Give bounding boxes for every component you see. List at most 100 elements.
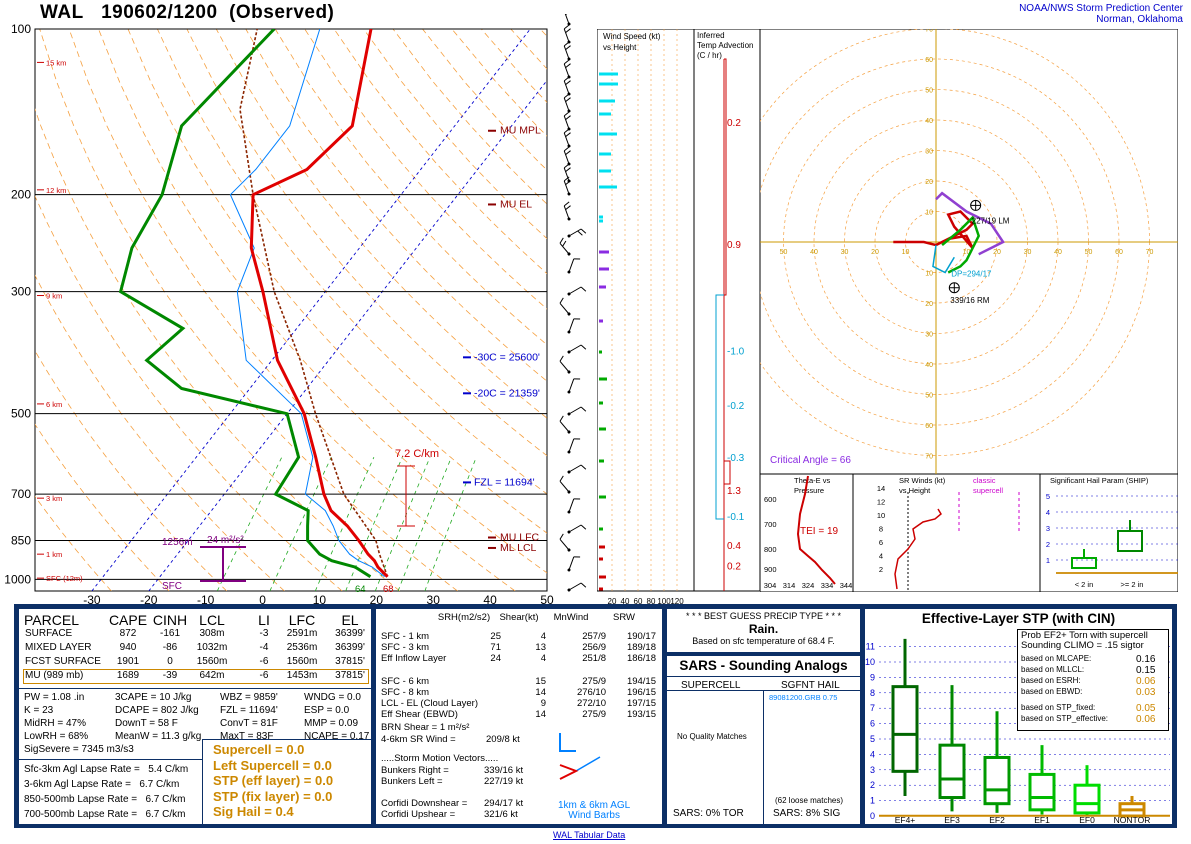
hodograph-cyan (932, 244, 955, 274)
lapse-rate-value: 850-500mb Lapse Rate = 6.7 C/km (24, 794, 186, 805)
barb-dot (567, 470, 571, 474)
parcel-table: PARCEL CAPE CINH LCL LI LFC EL SURFACE 872 -161 3… (23, 612, 369, 686)
dry-adiabat (35, 350, 227, 591)
wind-barb (567, 498, 581, 514)
kinematics-mnwind: 276/10 (576, 687, 606, 698)
composite-value: STP (eff layer) = 0.0 (213, 773, 334, 788)
kinematics-mnwind: 251/8 (582, 653, 606, 665)
stp-category: EF3 (944, 815, 960, 824)
stp-y-tick: 5 (870, 734, 875, 744)
kinematics-label: SFC - 3 km (381, 642, 430, 654)
temp-tick-label: 10 (313, 593, 327, 606)
wind-speed-bar (599, 377, 607, 381)
wind-speed-bar (599, 250, 609, 254)
index-value: WNDG = 0.0 (304, 692, 361, 703)
mini-barbs-caption-1: 1km & 6km AGL (558, 800, 631, 811)
motion-label: Corfidi Upshear = (381, 809, 456, 820)
barb-dot (567, 450, 571, 454)
hodograph-x-tick: 70 (1146, 249, 1154, 256)
stp-y-tick: 2 (870, 780, 875, 790)
stp-y-tick: 8 (870, 688, 875, 698)
mixing-ratio-line (314, 457, 375, 591)
dry-adiabat (304, 29, 547, 310)
parcel-cell: 36399' (335, 642, 365, 653)
wind-speed-frame (597, 29, 694, 592)
advection-value: -0.3 (727, 453, 745, 464)
stp-box (983, 755, 1011, 806)
stp-y-tick: 1 (870, 796, 875, 806)
sr-wind-row: 4-6km SR Wind = 209/8 kt (381, 734, 541, 745)
barb-staff (563, 63, 570, 78)
wind-speed-bar (599, 99, 615, 103)
hodograph-x-tick: 20 (993, 249, 1001, 256)
kinematics-shear: 14 (535, 709, 546, 721)
barb-staff (563, 132, 570, 147)
barb-flag (563, 146, 570, 152)
stp-based-value: 0.03 (1136, 687, 1156, 698)
wind-barb (567, 464, 587, 474)
barb-staff (568, 464, 582, 473)
sars-sig: SARS: 8% SIG (773, 808, 841, 819)
composite-params: Supercell = 0.0 Left Supercell = 0.0 STP (… (213, 742, 333, 820)
srh-depth-label: 1256m (162, 537, 193, 548)
wind-barb (567, 556, 581, 572)
kinematics-srh: 25 (490, 631, 501, 642)
barb-dot (567, 548, 571, 552)
index-value: MaxT = 83F (220, 731, 274, 742)
sr-winds-trace (894, 508, 942, 590)
hodograph-x-tick: 30 (841, 249, 849, 256)
barb-staff (563, 115, 570, 130)
barb-dot (567, 390, 571, 394)
mini-barbs-caption: 1km & 6km AGL Wind Barbs (558, 801, 630, 821)
barb-staff (563, 14, 570, 25)
theta-e-x-tick: 344 (840, 581, 853, 590)
precip-box: * * * BEST GUESS PRECIP TYPE * * * Rain.… (667, 609, 860, 652)
sr-winds-y-tick: 6 (879, 538, 883, 547)
mu-el-label: MU EL (500, 198, 532, 210)
parcel-cell: -3 (259, 628, 269, 639)
motion-title: .....Storm Motion Vectors..... (381, 753, 499, 764)
sr-wind-label: 4-6km SR Wind = (381, 734, 456, 745)
dry-adiabat (35, 195, 343, 591)
mixing-ratio-line (216, 457, 283, 591)
index-value: 3CAPE = 10 J/kg (115, 692, 192, 703)
motion-label: Bunkers Left = (381, 776, 443, 787)
index-value: LowRH = 68% (24, 731, 89, 742)
kinematics-srw: 197/15 (626, 698, 656, 710)
kinematics-header-cell: Shear(kt) (499, 612, 539, 623)
barb-flag (559, 475, 564, 482)
barb-flag (563, 24, 570, 30)
wind-speed-bar (599, 319, 603, 323)
wind-barb (567, 378, 581, 394)
hodograph-y-tick: 20 (925, 301, 933, 308)
kinematics-shear: 13 (535, 642, 546, 654)
kinematics-mnwind: 256/9 (582, 642, 606, 654)
barb-flag (565, 28, 571, 33)
hodograph-mid-layer (941, 215, 981, 274)
hodograph-x-tick: 30 (1024, 249, 1032, 256)
temp-tick-label: 50 (540, 593, 554, 606)
stp-y-tick: 6 (870, 719, 875, 729)
kinematics-shear: 4 (540, 631, 546, 642)
kinematics-shear: 15 (535, 675, 546, 687)
theta-e-trace (796, 475, 836, 585)
barb-flag (563, 41, 570, 47)
wind-speed-title-1: Wind Speed (kt) (603, 32, 661, 41)
barb-staff (568, 406, 582, 415)
temp-advection-frame (694, 29, 760, 592)
temp-tick-label: -10 (197, 593, 215, 606)
motion-label: Corfidi Downshear = (381, 798, 468, 809)
barb-flag (580, 406, 587, 412)
tabular-data-link[interactable]: WAL Tabular Data (553, 830, 626, 840)
hodograph-y-tick: 10 (925, 210, 933, 217)
barb-flag (580, 344, 587, 350)
hodograph-x-tick: 60 (1115, 249, 1123, 256)
temp-tick-label: 0 (259, 593, 266, 606)
barb-dot (567, 144, 571, 148)
isotherm-line (148, 79, 547, 591)
wind-barb (559, 297, 571, 316)
hodograph-y-tick: 30 (925, 332, 933, 339)
indices-divider (19, 759, 371, 760)
ship-y-tick: 1 (1046, 556, 1050, 565)
kinematics-mnwind: 257/9 (582, 631, 606, 642)
